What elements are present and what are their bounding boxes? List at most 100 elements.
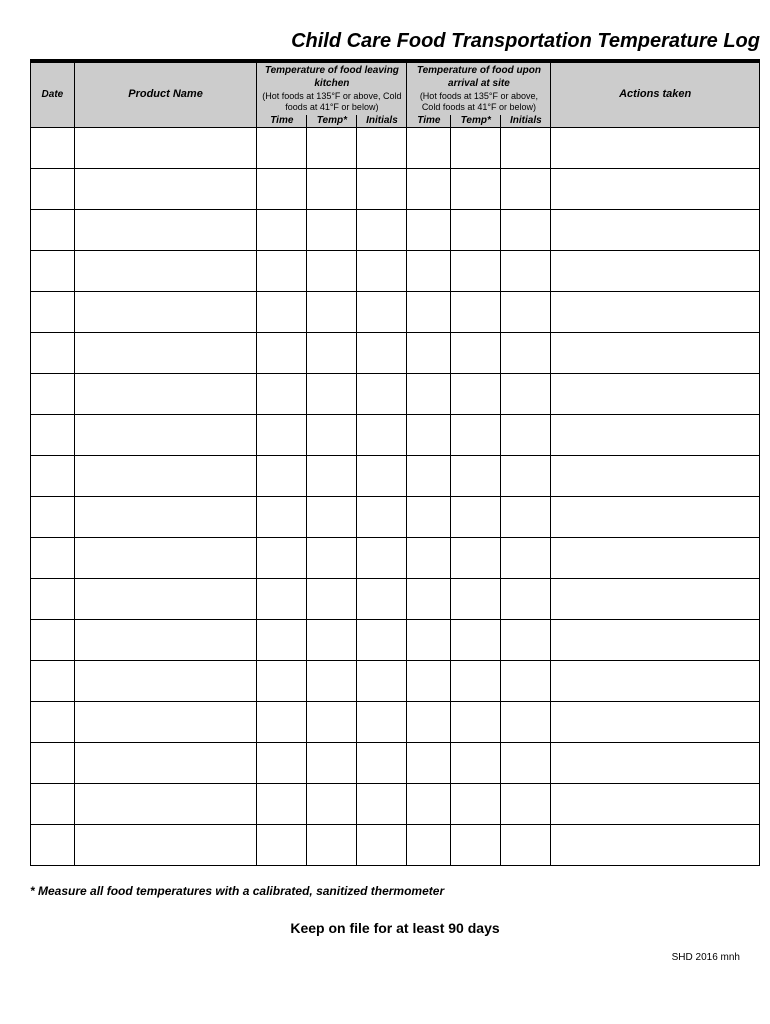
table-cell[interactable] [307, 660, 357, 701]
table-cell[interactable] [501, 701, 551, 742]
table-cell[interactable] [257, 783, 307, 824]
table-cell[interactable] [501, 127, 551, 168]
table-cell[interactable] [407, 291, 451, 332]
table-cell[interactable] [74, 209, 257, 250]
table-cell[interactable] [501, 742, 551, 783]
table-cell[interactable] [257, 824, 307, 865]
table-cell[interactable] [451, 209, 501, 250]
table-cell[interactable] [257, 291, 307, 332]
table-cell[interactable] [501, 414, 551, 455]
table-cell[interactable] [407, 250, 451, 291]
table-cell[interactable] [501, 373, 551, 414]
table-cell[interactable] [501, 168, 551, 209]
table-cell[interactable] [407, 455, 451, 496]
table-cell[interactable] [307, 496, 357, 537]
table-cell[interactable] [551, 414, 760, 455]
table-cell[interactable] [31, 660, 75, 701]
table-cell[interactable] [307, 332, 357, 373]
table-cell[interactable] [407, 414, 451, 455]
table-cell[interactable] [257, 660, 307, 701]
table-cell[interactable] [307, 701, 357, 742]
table-cell[interactable] [407, 373, 451, 414]
table-cell[interactable] [407, 742, 451, 783]
table-cell[interactable] [451, 660, 501, 701]
table-cell[interactable] [407, 619, 451, 660]
table-cell[interactable] [451, 537, 501, 578]
table-cell[interactable] [357, 660, 407, 701]
table-cell[interactable] [407, 168, 451, 209]
table-cell[interactable] [551, 537, 760, 578]
table-cell[interactable] [407, 127, 451, 168]
table-cell[interactable] [501, 578, 551, 619]
table-cell[interactable] [451, 455, 501, 496]
table-cell[interactable] [307, 619, 357, 660]
table-cell[interactable] [357, 537, 407, 578]
table-cell[interactable] [407, 701, 451, 742]
table-cell[interactable] [551, 824, 760, 865]
table-cell[interactable] [357, 701, 407, 742]
table-cell[interactable] [74, 619, 257, 660]
table-cell[interactable] [257, 209, 307, 250]
table-cell[interactable] [257, 414, 307, 455]
table-cell[interactable] [451, 783, 501, 824]
table-cell[interactable] [31, 168, 75, 209]
table-cell[interactable] [31, 291, 75, 332]
table-cell[interactable] [307, 537, 357, 578]
table-cell[interactable] [551, 701, 760, 742]
table-cell[interactable] [451, 291, 501, 332]
table-cell[interactable] [501, 332, 551, 373]
table-cell[interactable] [74, 332, 257, 373]
table-cell[interactable] [407, 578, 451, 619]
table-cell[interactable] [407, 783, 451, 824]
table-cell[interactable] [357, 742, 407, 783]
table-cell[interactable] [357, 168, 407, 209]
table-cell[interactable] [257, 455, 307, 496]
table-cell[interactable] [551, 619, 760, 660]
table-cell[interactable] [451, 496, 501, 537]
table-cell[interactable] [31, 783, 75, 824]
table-cell[interactable] [74, 373, 257, 414]
table-cell[interactable] [357, 291, 407, 332]
table-cell[interactable] [551, 291, 760, 332]
table-cell[interactable] [307, 455, 357, 496]
table-cell[interactable] [74, 291, 257, 332]
table-cell[interactable] [551, 660, 760, 701]
table-cell[interactable] [357, 414, 407, 455]
table-cell[interactable] [307, 414, 357, 455]
table-cell[interactable] [74, 455, 257, 496]
table-cell[interactable] [501, 660, 551, 701]
table-cell[interactable] [307, 824, 357, 865]
table-cell[interactable] [74, 127, 257, 168]
table-cell[interactable] [31, 455, 75, 496]
table-cell[interactable] [407, 824, 451, 865]
table-cell[interactable] [357, 332, 407, 373]
table-cell[interactable] [451, 578, 501, 619]
table-cell[interactable] [74, 824, 257, 865]
table-cell[interactable] [551, 127, 760, 168]
table-cell[interactable] [407, 209, 451, 250]
table-cell[interactable] [307, 168, 357, 209]
table-cell[interactable] [74, 250, 257, 291]
table-cell[interactable] [257, 373, 307, 414]
table-cell[interactable] [257, 578, 307, 619]
table-cell[interactable] [31, 332, 75, 373]
table-cell[interactable] [551, 496, 760, 537]
table-cell[interactable] [357, 127, 407, 168]
table-cell[interactable] [451, 168, 501, 209]
table-cell[interactable] [551, 168, 760, 209]
table-cell[interactable] [31, 127, 75, 168]
table-cell[interactable] [31, 619, 75, 660]
table-cell[interactable] [307, 127, 357, 168]
table-cell[interactable] [451, 373, 501, 414]
table-cell[interactable] [551, 783, 760, 824]
table-cell[interactable] [31, 537, 75, 578]
table-cell[interactable] [31, 496, 75, 537]
table-cell[interactable] [357, 455, 407, 496]
table-cell[interactable] [501, 537, 551, 578]
table-cell[interactable] [307, 783, 357, 824]
table-cell[interactable] [357, 209, 407, 250]
table-cell[interactable] [257, 127, 307, 168]
table-cell[interactable] [74, 660, 257, 701]
table-cell[interactable] [257, 332, 307, 373]
table-cell[interactable] [357, 824, 407, 865]
